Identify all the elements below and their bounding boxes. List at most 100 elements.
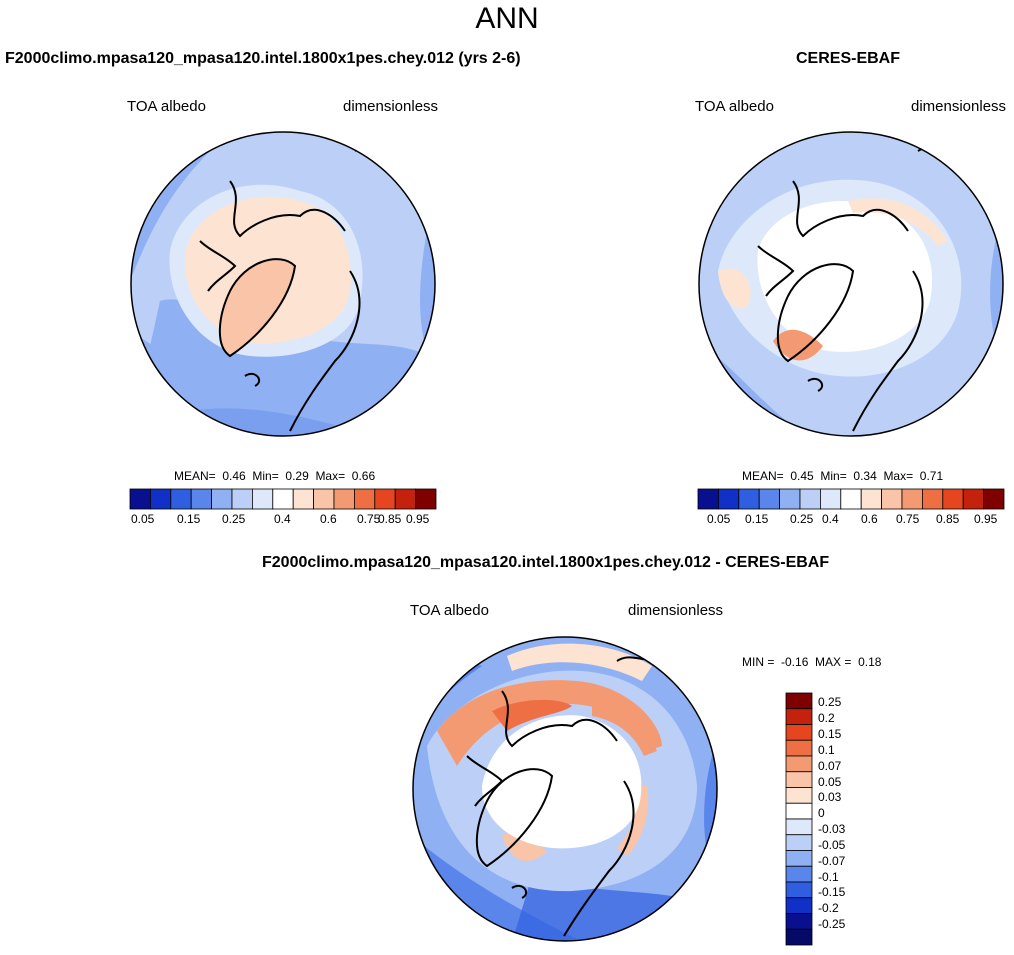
colorbar-tick: -0.1 — [818, 870, 839, 884]
min-label: Min= — [820, 469, 847, 483]
max-value: 0.66 — [351, 469, 376, 483]
obs-units-label: dimensionless — [911, 98, 1007, 115]
colorbar-swatch — [962, 488, 985, 510]
colorbar-tick: 0.05 — [707, 512, 731, 526]
diff-panel-title: F2000climo.mpasa120_mpasa120.intel.1800x… — [262, 554, 830, 571]
colorbar-tick: 0.6 — [861, 512, 878, 526]
colorbar-swatch — [901, 488, 923, 510]
mean-value: 0.46 — [222, 469, 246, 483]
main-title: ANN — [475, 2, 539, 35]
colorbar-swatch — [697, 488, 719, 510]
colorbar-tick: 0.95 — [406, 512, 430, 526]
colorbar-tick: -0.07 — [818, 854, 846, 868]
diff-colorbar-ticks: 0.25 0.2 0.15 0.1 0.07 0.05 0.03 0 -0.03… — [818, 693, 878, 945]
colorbar-swatch — [785, 818, 813, 836]
colorbar-tick: 0.4 — [822, 512, 839, 526]
diff-variable-label: TOA albedo — [410, 602, 489, 619]
colorbar-swatch — [785, 692, 813, 710]
colorbar-swatch — [129, 488, 151, 510]
mean-label: MEAN= — [742, 469, 784, 483]
colorbar-tick: 0.75 — [896, 512, 920, 526]
colorbar-swatch — [313, 488, 335, 510]
colorbar-tick: 0.07 — [818, 759, 842, 773]
colorbar-tick: 0.25 — [818, 695, 842, 709]
colorbar-swatch — [785, 881, 813, 899]
obs-stats: MEAN= 0.45 Min= 0.34 Max= 0.71 — [742, 469, 943, 483]
colorbar-tick: -0.2 — [818, 901, 839, 915]
model-panel-title: F2000climo.mpasa120_mpasa120.intel.1800x… — [5, 50, 521, 67]
colorbar-tick: 0.15 — [177, 512, 201, 526]
colorbar-tick: 0.25 — [222, 512, 246, 526]
min-value: -0.16 — [781, 655, 809, 669]
min-label: Min= — [252, 469, 279, 483]
colorbar-swatch — [860, 488, 882, 510]
model-variable-label: TOA albedo — [127, 98, 206, 115]
colorbar-swatch — [231, 488, 253, 510]
colorbar-tick: -0.03 — [818, 822, 846, 836]
colorbar-swatch — [211, 488, 233, 510]
mean-value: 0.45 — [790, 469, 814, 483]
colorbar-swatch — [149, 488, 172, 510]
colorbar-swatch — [785, 928, 813, 946]
obs-variable-label: TOA albedo — [695, 98, 774, 115]
colorbar-tick: 0.2 — [818, 711, 835, 725]
colorbar-swatch — [785, 897, 813, 914]
diff-stats: MIN = -0.16 MAX = 0.18 — [742, 655, 881, 669]
colorbar-tick: 0.85 — [936, 512, 960, 526]
colorbar-tick: 0.15 — [745, 512, 769, 526]
max-label: Max= — [883, 469, 914, 483]
colorbar-swatch — [785, 708, 813, 725]
colorbar-swatch — [415, 488, 437, 510]
min-value: 0.29 — [285, 469, 309, 483]
colorbar-swatch — [272, 488, 294, 510]
diff-units-label: dimensionless — [628, 602, 724, 619]
colorbar-swatch — [779, 488, 801, 510]
colorbar-swatch — [983, 488, 1005, 510]
max-value: 0.18 — [858, 655, 882, 669]
colorbar-swatch — [785, 850, 813, 867]
colorbar-tick: 0 — [818, 806, 825, 820]
colorbar-swatch — [758, 488, 781, 510]
colorbar-swatch — [394, 488, 417, 510]
max-label: Max= — [315, 469, 346, 483]
model-polar-map — [130, 131, 436, 437]
obs-colorbar — [697, 488, 1005, 510]
colorbar-swatch — [738, 488, 760, 510]
colorbar-tick: 0.05 — [818, 775, 842, 789]
colorbar-swatch — [717, 488, 740, 510]
max-value: 0.71 — [919, 469, 944, 483]
model-colorbar-ticks: 0.05 0.15 0.25 0.4 0.6 0.75 0.85 0.95 — [130, 512, 436, 528]
max-label: MAX = — [815, 655, 852, 669]
colorbar-swatch — [942, 488, 964, 510]
colorbar-tick: -0.15 — [818, 885, 846, 899]
colorbar-swatch — [785, 913, 813, 930]
colorbar-swatch — [785, 771, 813, 788]
colorbar-swatch — [820, 488, 842, 510]
colorbar-tick: 0.95 — [974, 512, 998, 526]
colorbar-tick: 0.85 — [378, 512, 402, 526]
obs-polar-map — [698, 131, 1004, 437]
colorbar-swatch — [252, 488, 274, 510]
mean-label: MEAN= — [174, 469, 216, 483]
colorbar-tick: -0.25 — [818, 917, 846, 931]
model-units-label: dimensionless — [343, 98, 439, 115]
colorbar-tick: 0.6 — [320, 512, 337, 526]
colorbar-swatch — [785, 865, 813, 883]
colorbar-swatch — [921, 488, 944, 510]
colorbar-swatch — [840, 488, 862, 510]
colorbar-tick: 0.1 — [818, 743, 835, 757]
colorbar-swatch — [353, 488, 376, 510]
colorbar-tick: 0.15 — [818, 727, 842, 741]
obs-panel-title: CERES-EBAF — [796, 50, 901, 67]
colorbar-swatch — [170, 488, 192, 510]
colorbar-tick: 0.25 — [790, 512, 814, 526]
colorbar-swatch — [785, 802, 813, 820]
colorbar-swatch — [799, 488, 821, 510]
colorbar-swatch — [785, 834, 813, 851]
colorbar-swatch — [785, 724, 813, 741]
colorbar-swatch — [785, 739, 813, 757]
colorbar-swatch — [785, 787, 813, 804]
colorbar-tick: 0.4 — [274, 512, 291, 526]
model-colorbar — [129, 488, 437, 510]
min-label: MIN = — [742, 655, 775, 669]
